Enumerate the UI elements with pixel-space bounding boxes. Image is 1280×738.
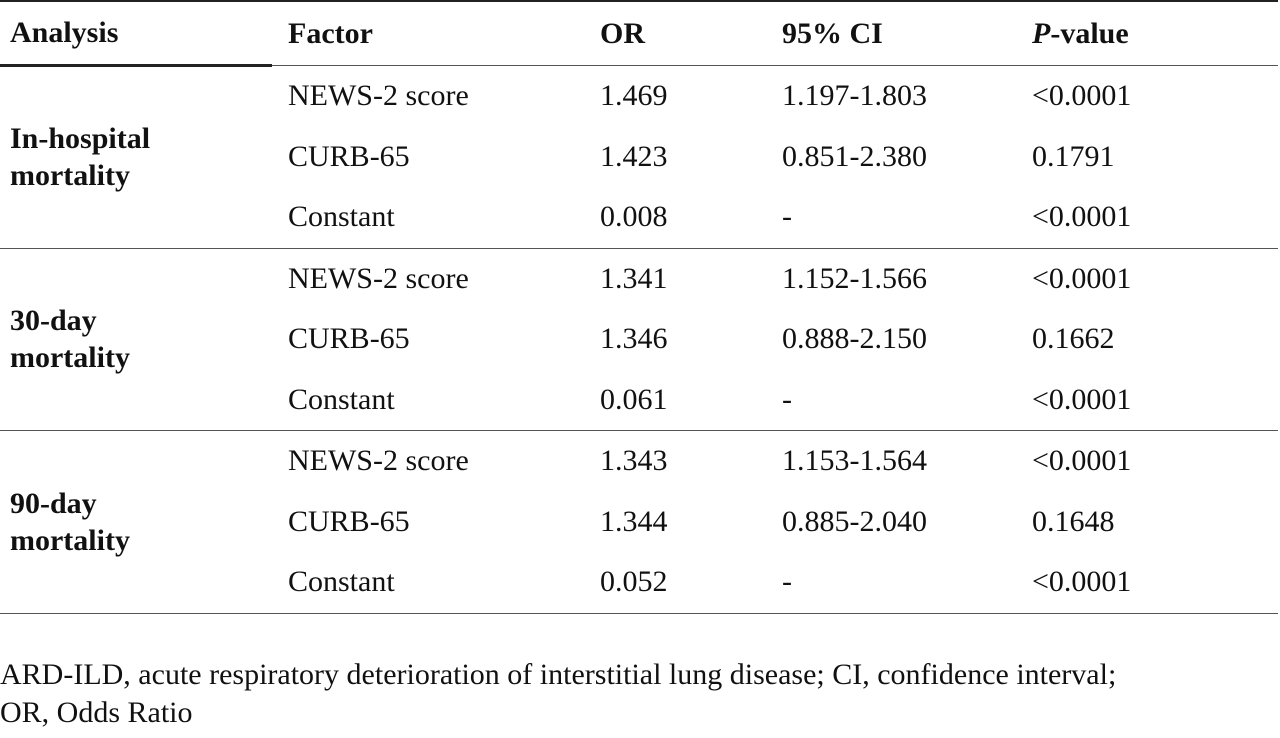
header-p-italic: P (1032, 16, 1051, 50)
table-row: Constant 0.061 - <0.0001 (0, 369, 1278, 431)
table-row: CURB-65 1.423 0.851-2.380 0.1791 (0, 127, 1278, 188)
factor-cell: CURB-65 (288, 504, 410, 538)
analysis-label-line2: mortality (10, 341, 130, 375)
or-cell: 0.061 (584, 369, 768, 431)
analysis-cell-in-hospital: In-hospital mortality (0, 65, 272, 249)
p-value-cell: <0.0001 (1032, 444, 1132, 478)
table-row: In-hospital mortality NEWS-2 score 1.469… (0, 65, 1278, 249)
ci-cell: 1.197-1.803 (782, 79, 927, 113)
table-row: Constant 0.052 - <0.0001 (0, 552, 1278, 614)
logistic-regression-table: Analysis Factor OR 95% CI P-value In-hos… (0, 0, 1278, 614)
analysis-label-line1: 30-day (10, 304, 97, 338)
p-value-cell: <0.0001 (1032, 261, 1132, 295)
table-row: 30-day mortality NEWS-2 score 1.341 1.15… (0, 248, 1278, 431)
table-row: 90-day mortality NEWS-2 score 1.343 1.15… (0, 430, 1278, 614)
factor-cell: NEWS-2 score (288, 79, 469, 113)
factor-cell: CURB-65 (288, 322, 410, 356)
header-ci: 95% CI (768, 0, 1016, 66)
footnote-line-2: OR, Odds Ratio (0, 696, 193, 729)
or-cell: 1.469 (600, 79, 668, 113)
header-p-rest: -value (1050, 16, 1129, 50)
ci-cell: - (768, 552, 1016, 614)
header-or: OR (584, 0, 768, 66)
analysis-cell-30-day: 30-day mortality (0, 248, 272, 431)
header-factor: Factor (272, 0, 584, 66)
table-row: CURB-65 1.346 0.888-2.150 0.1662 (0, 309, 1278, 370)
analysis-label-line2: mortality (10, 523, 130, 557)
table-footnote: ARD-ILD, acute respiratory deterioration… (0, 656, 1276, 732)
or-cell: 1.341 (600, 261, 668, 295)
ci-cell: 0.851-2.380 (782, 139, 927, 173)
table-row: Constant 0.008 - <0.0001 (0, 187, 1278, 249)
analysis-label-line1: In-hospital (10, 122, 151, 156)
p-value-cell: 0.1662 (1032, 322, 1115, 356)
analysis-label-line1: 90-day (10, 486, 97, 520)
or-cell: 1.423 (600, 139, 668, 173)
ci-cell: 1.152-1.566 (782, 261, 927, 295)
ci-cell: - (768, 187, 1016, 249)
p-value-cell: <0.0001 (1016, 369, 1278, 431)
footnote-line-1: ARD-ILD, acute respiratory deterioration… (0, 658, 1117, 691)
factor-cell: Constant (272, 187, 584, 249)
table-row: CURB-65 1.344 0.885-2.040 0.1648 (0, 492, 1278, 553)
ci-cell: 0.885-2.040 (782, 504, 927, 538)
ci-cell: - (768, 369, 1016, 431)
factor-cell: Constant (272, 369, 584, 431)
factor-cell: NEWS-2 score (288, 261, 469, 295)
header-p-value: P-value (1016, 0, 1278, 66)
or-cell: 0.008 (584, 187, 768, 249)
factor-cell: Constant (272, 552, 584, 614)
analysis-cell-90-day: 90-day mortality (0, 430, 272, 614)
p-value-cell: <0.0001 (1016, 187, 1278, 249)
or-cell: 1.343 (600, 444, 668, 478)
p-value-cell: <0.0001 (1016, 552, 1278, 614)
p-value-cell: 0.1648 (1032, 504, 1115, 538)
or-cell: 1.344 (600, 504, 668, 538)
table-header-row: Analysis Factor OR 95% CI P-value (0, 0, 1278, 67)
header-analysis: Analysis (0, 0, 272, 67)
analysis-label-line2: mortality (10, 159, 130, 193)
or-cell: 0.052 (584, 552, 768, 614)
results-table-container: Analysis Factor OR 95% CI P-value In-hos… (0, 0, 1278, 614)
ci-cell: 0.888-2.150 (782, 322, 927, 356)
p-value-cell: <0.0001 (1032, 79, 1132, 113)
p-value-cell: 0.1791 (1032, 139, 1115, 173)
factor-cell: CURB-65 (288, 139, 410, 173)
ci-cell: 1.153-1.564 (782, 444, 927, 478)
factor-cell: NEWS-2 score (288, 444, 469, 478)
or-cell: 1.346 (600, 322, 668, 356)
